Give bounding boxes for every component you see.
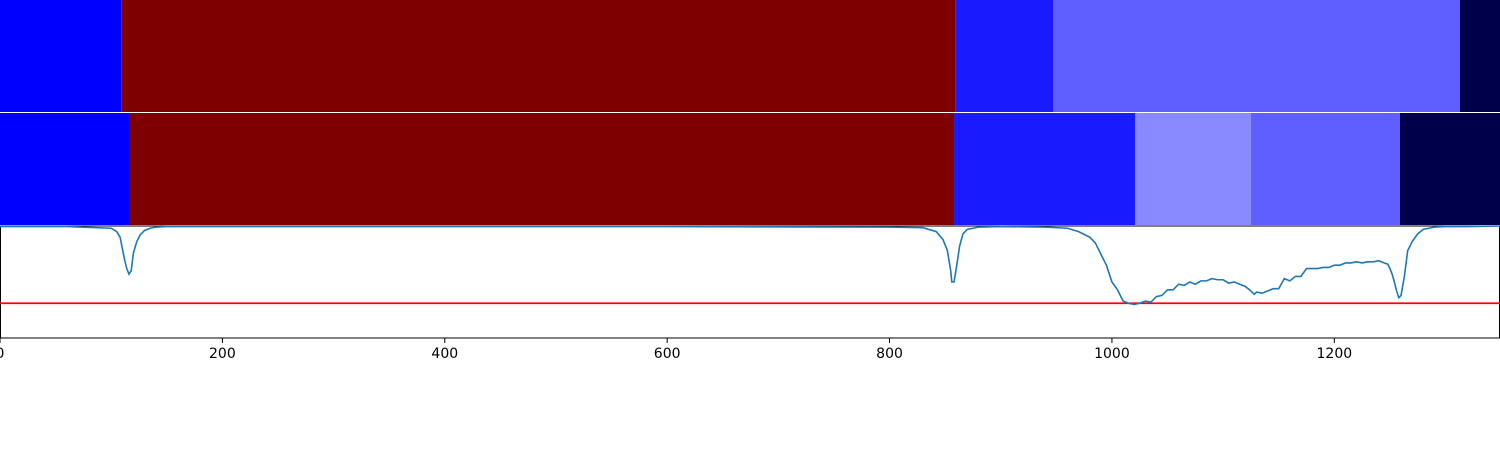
- line-panel: [0, 225, 1500, 339]
- segment-2-6: [1399, 113, 1500, 225]
- line-panel-frame: [0, 225, 1500, 339]
- segment-2-5: [1250, 113, 1400, 225]
- segment-1-1: [0, 0, 122, 112]
- segment-2-2: [128, 113, 955, 225]
- segment-row-1: [0, 0, 1500, 112]
- x-tick-label-200: 200: [209, 346, 236, 362]
- x-tick-label-800: 800: [876, 346, 903, 362]
- segment-2-4: [1135, 113, 1251, 225]
- x-tick-label-400: 400: [431, 346, 458, 362]
- segment-1-2: [121, 0, 956, 112]
- segment-1-4: [1053, 0, 1460, 112]
- x-tick-label-1200: 1200: [1317, 346, 1353, 362]
- segment-2-1: [0, 113, 129, 225]
- score-line: [0, 225, 1500, 306]
- segment-1-3: [955, 0, 1054, 112]
- segment-1-5: [1459, 0, 1500, 112]
- x-tick-label-0: 0: [0, 346, 4, 362]
- x-tick-label-1000: 1000: [1094, 346, 1130, 362]
- segment-2-3: [954, 113, 1136, 225]
- segment-row-2: [0, 113, 1500, 225]
- x-axis: 0 200 400 600 800 1000 1200: [0, 338, 1352, 362]
- x-tick-label-600: 600: [654, 346, 681, 362]
